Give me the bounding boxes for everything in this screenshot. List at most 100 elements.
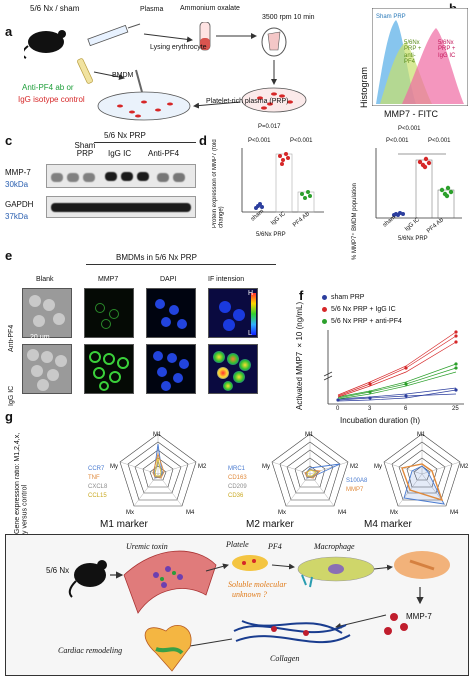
h-mmp7: MMP-7 xyxy=(406,612,432,621)
legend-anti: 5/6 Nx PRP + anti-PF4 xyxy=(322,318,402,325)
img-blank-anti xyxy=(22,288,72,338)
bone-icon xyxy=(77,58,93,84)
collagen-icon xyxy=(233,620,351,644)
intensity-high: H xyxy=(248,290,254,297)
pvalue-2: P<0.001 xyxy=(386,138,409,144)
col-dapi: DAPI xyxy=(160,276,177,283)
m2-legend-cd163: CD163 xyxy=(228,475,247,481)
mmp7-kda: 30kDa xyxy=(5,180,29,189)
col-if-intension: IF intension xyxy=(208,276,245,283)
m1-legend-cxcl8: CXCL8 xyxy=(88,484,108,490)
legend-sham-marker xyxy=(322,295,327,300)
m4-axis-m4: M4 xyxy=(450,510,459,516)
h-collagen: Collagen xyxy=(270,654,300,663)
treatment-igg: IgG isotype control xyxy=(18,95,85,104)
model-label: 5/6 Nx / sham xyxy=(30,4,80,13)
h-macrophage: Macrophage xyxy=(314,542,355,551)
legend-sham: sham PRP xyxy=(322,294,364,301)
panel-label-a: a xyxy=(5,24,13,39)
centrifuge-icon xyxy=(261,27,287,57)
m2-axis-m4: M4 xyxy=(338,510,347,516)
m2-axis-m1: M1 xyxy=(305,432,314,438)
mechanism-diagram xyxy=(68,550,450,672)
m1-legend-ccr7: CCR7 xyxy=(88,466,105,472)
m2-axis-mx: Mx xyxy=(278,510,286,516)
radar-m1 xyxy=(119,433,197,507)
m4-axis-m1: M1 xyxy=(417,432,426,438)
prp-dish xyxy=(241,87,307,113)
legend-igg-marker xyxy=(322,307,327,312)
h-pf4: PF4 xyxy=(268,542,282,551)
col-anti-pf4: Anti-PF4 xyxy=(148,149,180,158)
d-pvalue-3: P<0.001 xyxy=(290,138,313,144)
m4-axis-mx: Mx xyxy=(390,510,398,516)
m1-axis-mx: Mx xyxy=(126,510,134,516)
img-mmp7-igg xyxy=(84,344,134,394)
legend-anti-pf4: 5/6Nx PRP + anti-PF4 xyxy=(404,40,422,65)
m4-axis-m2: M2 xyxy=(460,464,469,470)
m4-legend-s100a8: S100A8 xyxy=(346,478,368,484)
radar-m4 xyxy=(383,433,461,507)
m1-legend-tnf: TNF xyxy=(88,475,100,481)
syringe-icon xyxy=(87,24,129,47)
blot-mmp7 xyxy=(46,164,196,188)
m2-legend-cd209: CD209 xyxy=(228,484,247,490)
gapdh-label: GAPDH xyxy=(5,200,34,209)
f-xtick-25: 25 xyxy=(452,406,459,412)
m2-axis-m2: M2 xyxy=(350,464,359,470)
h-remodel: Cardiac remodeling xyxy=(58,646,123,655)
legend-anti-marker xyxy=(322,319,327,324)
h-model: 5/6 Nx xyxy=(46,566,70,575)
h-soluble-1: Soluble molecular xyxy=(228,580,287,589)
col-blank: Blank xyxy=(36,276,54,283)
d-pvalue-2: P<0.001 xyxy=(248,138,271,144)
d-pvalue-1: P=0.017 xyxy=(258,124,281,130)
h-soluble-2: unknown ? xyxy=(232,590,267,599)
legend-sham-text: sham PRP xyxy=(331,294,365,301)
panel-label-g: g xyxy=(5,409,13,424)
treatment-anti-pf4: Anti-PF4 ab or xyxy=(22,83,74,92)
f-ylabel: Activated MMP7 ×10 (ng/mL) xyxy=(295,301,304,410)
m1-axis-my: My xyxy=(110,464,118,470)
mmp7-molecules xyxy=(384,613,408,635)
legend-igg: 5/6Nx PRP + IgG IC xyxy=(438,40,456,59)
panel-label-c: c xyxy=(5,133,13,148)
lysing-label: Lysing erythrocyte xyxy=(150,44,207,51)
f-xtick-0: 0 xyxy=(336,406,340,412)
protein-scatter xyxy=(241,148,324,213)
population-ylabel: % MMP7⁺ BMDM population xyxy=(352,183,358,260)
spin-label: 3500 rpm 10 min xyxy=(262,14,315,21)
d-ylabel: Protein expression of MMP7 (fold change) xyxy=(212,139,225,228)
col-sham: Sham PRP xyxy=(74,141,96,159)
h-platelet: Platele xyxy=(226,540,249,549)
img-mmp7-anti xyxy=(84,288,134,338)
mmp7-label: MMP-7 xyxy=(5,168,31,177)
pvalue-1: P<0.001 xyxy=(398,126,421,132)
col-igg: IgG IC xyxy=(108,149,132,158)
m2-axis-my: My xyxy=(262,464,270,470)
bmdm-label: BMDM xyxy=(112,72,134,79)
workflow-schematic xyxy=(24,22,307,121)
f-xtick-6: 6 xyxy=(404,406,408,412)
gapdh-kda: 37kDa xyxy=(5,212,29,221)
mmp7-line-chart xyxy=(323,330,464,405)
mouse-icon-h xyxy=(74,563,106,587)
panel-label-f: f xyxy=(299,288,304,303)
row-anti-pf4: Anti-PF4 xyxy=(8,324,15,352)
legend-igg: 5/6 Nx PRP + IgG IC xyxy=(322,306,396,313)
panel-label-d: d xyxy=(199,133,207,148)
g-ylabel: Gene expression ratio: M1,2,4,x, y versu… xyxy=(14,432,29,534)
bmdm-dish xyxy=(97,91,191,121)
xgroup-label: 5/6Nx PRP xyxy=(398,236,428,242)
m1-legend-ccl15: CCL15 xyxy=(88,493,107,499)
legend-igg-text: 5/6 Nx PRP + IgG IC xyxy=(331,306,396,313)
h-uremic: Uremic toxin xyxy=(126,542,168,551)
m4-legend-mmp7: MMP7 xyxy=(346,487,364,493)
micrograph-title: BMDMs in 5/6 Nx PRP xyxy=(116,253,197,262)
m2-legend-cd36: CD36 xyxy=(228,493,244,499)
mouse-icon xyxy=(28,31,64,53)
scale-bar-label: 20 μm xyxy=(30,334,50,341)
img-if-anti xyxy=(208,288,258,338)
legend-anti-text: 5/6 Nx PRP + anti-PF4 xyxy=(331,318,402,325)
histogram-igg xyxy=(402,28,464,104)
